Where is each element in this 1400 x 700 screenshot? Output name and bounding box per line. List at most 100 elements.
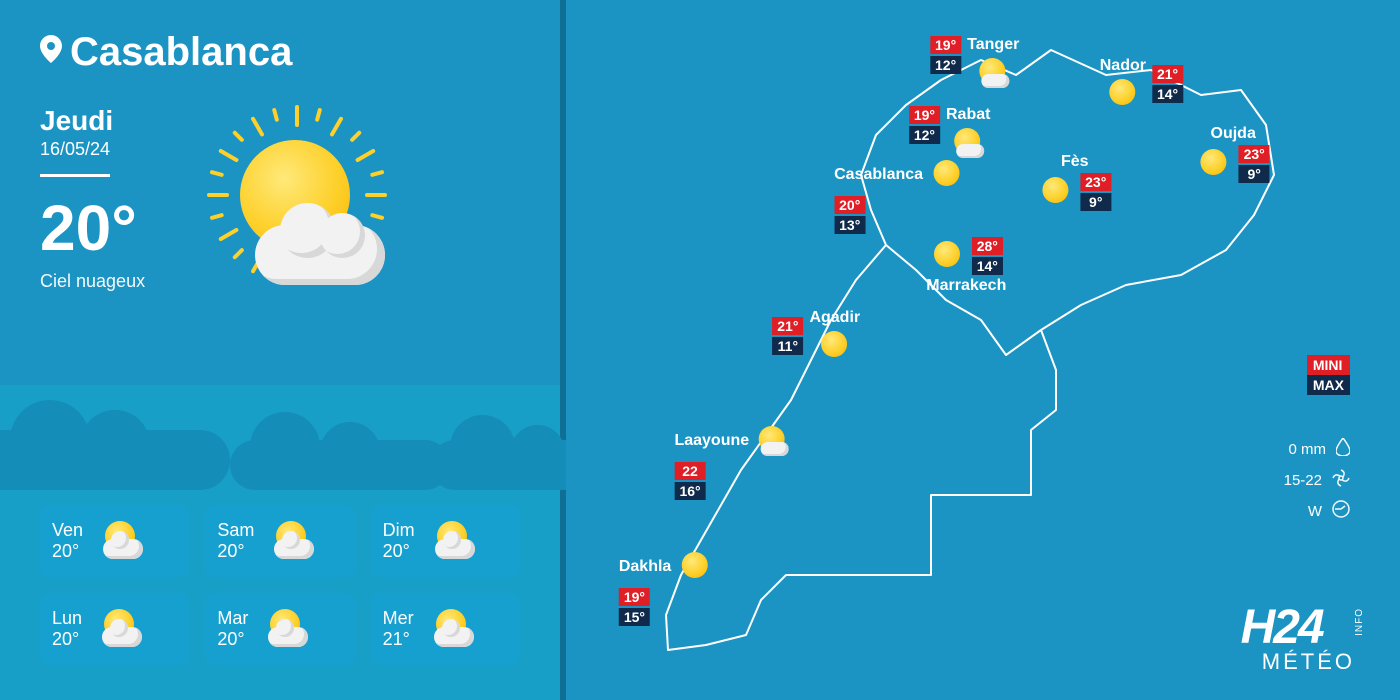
right-panel: 19° 12° Tanger Nador 21° 14° Oujda 23° 9°… [566,0,1400,700]
city-high: 22 [674,462,705,480]
today-text: Jeudi 16/05/24 20° Ciel nuageux [40,105,145,292]
city-high: 21° [1152,65,1183,83]
forecast-card[interactable]: Mar 20° [205,593,354,665]
city-low: 12° [930,56,961,74]
forecast-day: Sam [217,520,254,541]
city-label: Oujda [1211,125,1256,143]
map-cities-layer: 19° 12° Tanger Nador 21° 14° Oujda 23° 9°… [566,0,1400,700]
city-low: 15° [619,608,650,626]
brand-side: INFO [1354,608,1365,636]
city-low: 13° [834,216,865,234]
city-high: 23° [1080,173,1111,191]
forecast-temp: 20° [217,629,248,650]
sun-icon [1197,147,1233,181]
city-name: Casablanca [70,30,292,75]
city-label: Dakhla [619,558,671,576]
city-point-nador[interactable]: Nador 21° 14° [1100,57,1183,111]
city-high: 21° [772,317,803,335]
droplet-icon [1336,438,1350,461]
compass-icon [1332,500,1350,523]
sun-cloud-icon [262,607,310,651]
divider-rule [40,174,110,177]
precip-row: 0 mm [1284,438,1350,461]
forecast-card[interactable]: Lun 20° [40,593,189,665]
city-low: 9° [1080,193,1111,211]
city-temps: 21° 11° [772,317,803,355]
forecast-temp: 20° [52,541,83,562]
today-temp: 20° [40,191,145,265]
brand-logo: H24 INFO MÉTÉO [1241,606,1355,675]
city-label: Casablanca [834,166,923,184]
forecast-day: Lun [52,608,82,629]
forecast-temp: 20° [52,629,82,650]
city-temps: 23° 9° [1080,173,1111,211]
forecast-day: Mar [217,608,248,629]
city-point-rabat[interactable]: 19° 12° Rabat [909,106,991,160]
city-temps: 19° 12° [930,36,961,74]
city-point-fès[interactable]: Fès 23° 9° [1038,153,1111,211]
legend-high: MINI [1307,355,1350,375]
city-point-laayoune[interactable]: Laayoune 22 16° [674,424,791,500]
forecast-card[interactable]: Mer 21° [371,593,520,665]
wind-speed-row: 15-22 [1284,469,1350,492]
forecast-card[interactable]: Dim 20° [371,505,520,577]
city-label: Marrakech [926,277,1006,295]
precip-value: 0 mm [1289,441,1327,458]
sun-icon [817,329,853,363]
city-high: 19° [909,106,940,124]
forecast-grid: Ven 20° Sam 20° Dim 20° Lun 20° Mar 20 [40,505,520,665]
city-high: 23° [1239,145,1270,163]
today-weather-icon [185,115,405,295]
city-temps: 19° 15° [619,588,650,626]
city-low: 9° [1239,165,1270,183]
forecast-temp: 21° [383,629,414,650]
city-low: 11° [772,337,803,355]
fan-icon [1332,469,1350,492]
city-high: 28° [972,237,1003,255]
city-temps: 19° 12° [909,106,940,144]
sun-icon [677,550,713,584]
city-low: 12° [909,126,940,144]
sun-icon [930,239,966,273]
sun-cloud-icon [429,519,477,563]
city-point-dakhla[interactable]: Dakhla 19° 15° [619,550,713,626]
sun-cloud-icon [755,424,791,458]
city-point-oujda[interactable]: Oujda 23° 9° [1197,125,1270,183]
city-point-casablanca[interactable]: Casablanca 20° 13° [834,158,965,234]
city-label: Tanger [967,36,1019,54]
city-label: Fès [1061,153,1089,171]
forecast-card[interactable]: Sam 20° [205,505,354,577]
forecast-day: Dim [383,520,415,541]
city-label: Nador [1100,57,1146,75]
city-label: Laayoune [674,432,749,450]
sun-cloud-icon [268,519,316,563]
sun-icon [929,158,965,192]
legend-low: MAX [1307,375,1350,395]
city-point-agadir[interactable]: 21° 11° Agadir [772,309,860,363]
wind-dir-value: W [1308,503,1322,520]
today-date: 16/05/24 [40,139,145,160]
location-bar: Casablanca [40,30,520,75]
brand-main: H24 [1241,601,1323,654]
city-label: Rabat [946,106,990,124]
today-block: Jeudi 16/05/24 20° Ciel nuageux [40,105,520,295]
today-day: Jeudi [40,105,145,137]
sun-icon [1105,77,1141,111]
city-low: 14° [972,257,1003,275]
city-point-marrakech[interactable]: 28° 14° Marrakech [926,237,1006,295]
meta-list: 0 mm 15-22 W [1284,430,1350,531]
forecast-day: Ven [52,520,83,541]
sun-cloud-icon [428,607,476,651]
location-pin-icon [40,35,62,70]
legend: MINI MAX [1307,355,1350,395]
sun-icon [1038,175,1074,209]
city-low: 16° [674,482,705,500]
city-temps: 23° 9° [1239,145,1270,183]
city-point-tanger[interactable]: 19° 12° Tanger [930,36,1019,90]
city-temps: 28° 14° [972,237,1003,275]
today-desc: Ciel nuageux [40,271,145,292]
sun-cloud-icon [975,56,1011,90]
city-label: Agadir [809,309,860,327]
forecast-card[interactable]: Ven 20° [40,505,189,577]
city-temps: 22 16° [674,462,705,500]
